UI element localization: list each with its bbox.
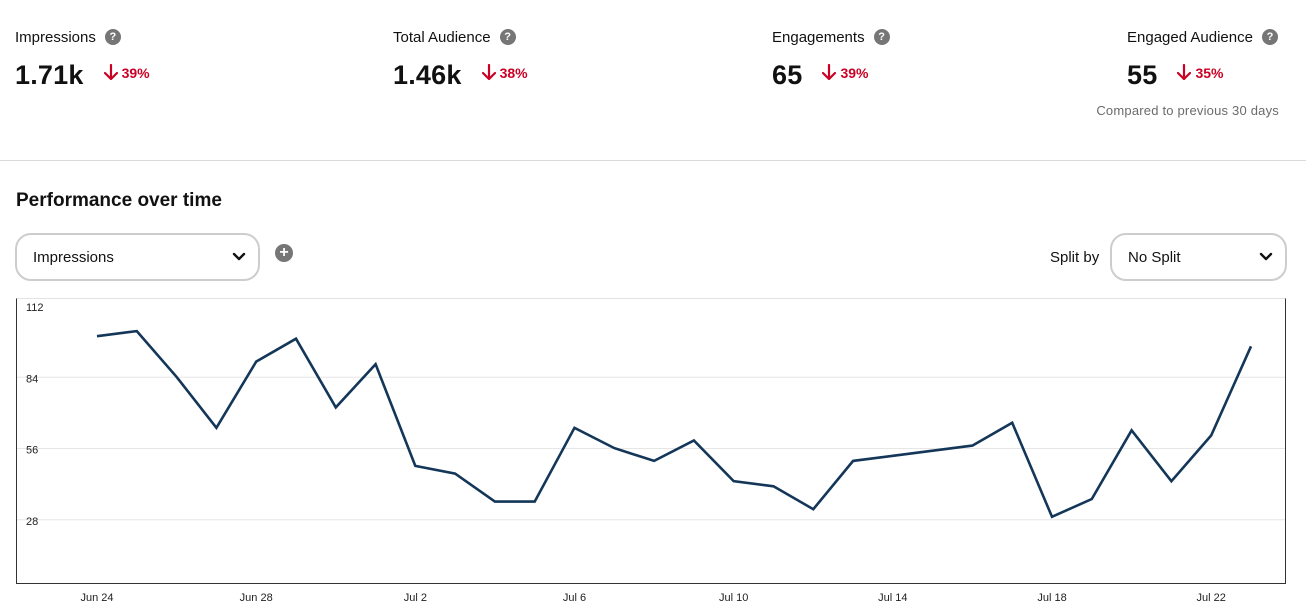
arrow-down-icon <box>822 64 837 81</box>
data-point[interactable] <box>809 505 817 513</box>
section-title: Performance over time <box>16 190 222 211</box>
data-point[interactable] <box>650 457 658 465</box>
arrow-down-icon <box>1177 64 1192 81</box>
data-point[interactable] <box>1128 426 1136 434</box>
metric-delta: 35% <box>1177 64 1223 81</box>
metric-delta-value: 35% <box>1195 64 1224 81</box>
metric-impressions: Impressions ? 1.71k 39% <box>15 26 150 91</box>
metric-label: Total Audience <box>393 28 491 46</box>
data-point[interactable] <box>1247 342 1255 350</box>
help-icon[interactable]: ? <box>499 29 516 45</box>
x-tick-label: Jun 24 <box>80 592 113 604</box>
arrow-down-icon <box>481 64 496 81</box>
data-point[interactable] <box>133 327 141 335</box>
data-point[interactable] <box>889 452 897 460</box>
metric-select[interactable]: Impressions <box>15 233 260 281</box>
data-point[interactable] <box>332 403 340 411</box>
y-tick-label: 112 <box>26 302 44 314</box>
x-tick-label: Jul 2 <box>404 592 427 604</box>
metric-label: Engaged Audience <box>1127 28 1253 46</box>
data-point[interactable] <box>769 482 777 490</box>
metric-total-audience: Total Audience ? 1.46k 38% <box>393 26 528 91</box>
metric-label: Impressions <box>15 28 96 46</box>
metric-engagements: Engagements ? 65 39% <box>772 26 890 91</box>
data-point[interactable] <box>451 470 459 478</box>
metric-delta: 38% <box>481 64 528 81</box>
data-point[interactable] <box>1207 431 1215 439</box>
data-point[interactable] <box>1008 419 1016 427</box>
compare-note: Compared to previous 30 days <box>1096 103 1279 118</box>
chevron-down-icon <box>232 252 246 261</box>
help-icon[interactable]: ? <box>873 29 890 45</box>
split-select-value: No Split <box>1128 248 1181 266</box>
data-point[interactable] <box>849 457 857 465</box>
metric-value: 55 <box>1127 60 1158 90</box>
metric-value: 65 <box>772 60 803 90</box>
data-point[interactable] <box>1167 477 1175 485</box>
data-point[interactable] <box>292 335 300 343</box>
data-point[interactable] <box>252 358 260 366</box>
data-point[interactable] <box>730 477 738 485</box>
x-tick-label: Jul 22 <box>1197 592 1226 604</box>
data-point[interactable] <box>1048 513 1056 521</box>
data-point[interactable] <box>212 424 220 432</box>
data-point[interactable] <box>531 498 539 506</box>
help-icon[interactable]: ? <box>104 29 121 45</box>
split-by-label: Split by <box>1050 249 1100 266</box>
x-tick-label: Jul 14 <box>878 592 907 604</box>
metric-delta: 39% <box>822 64 868 81</box>
data-point[interactable] <box>968 442 976 450</box>
metric-value: 1.71k <box>15 60 84 90</box>
metric-delta-value: 39% <box>840 64 869 81</box>
data-point[interactable] <box>372 360 380 368</box>
data-point[interactable] <box>610 444 618 452</box>
data-point[interactable] <box>411 462 419 470</box>
metric-value: 1.46k <box>393 60 462 90</box>
arrow-down-icon <box>103 64 118 81</box>
y-tick-label: 84 <box>26 373 38 385</box>
metric-delta-value: 38% <box>499 64 528 81</box>
x-tick-label: Jul 6 <box>563 592 586 604</box>
metric-delta: 39% <box>103 64 150 81</box>
chart-plot-area <box>16 298 1286 584</box>
data-point[interactable] <box>571 424 579 432</box>
y-tick-label: 56 <box>26 445 38 457</box>
split-select[interactable]: No Split <box>1110 233 1287 281</box>
data-point[interactable] <box>491 498 499 506</box>
data-point[interactable] <box>929 447 937 455</box>
add-metric-icon[interactable]: + <box>275 244 293 262</box>
impressions-series-line <box>96 329 1253 519</box>
metric-delta-value: 39% <box>121 64 150 81</box>
metric-select-value: Impressions <box>33 248 114 266</box>
help-icon[interactable]: ? <box>1261 29 1278 45</box>
x-tick-label: Jul 10 <box>719 592 748 604</box>
x-tick-label: Jun 28 <box>240 592 273 604</box>
x-tick-label: Jul 18 <box>1037 592 1066 604</box>
metric-label: Engagements <box>772 28 865 46</box>
section-divider <box>0 160 1306 161</box>
data-point[interactable] <box>173 373 181 381</box>
chevron-down-icon <box>1259 252 1273 261</box>
y-tick-label: 28 <box>26 516 38 528</box>
data-point[interactable] <box>93 332 101 340</box>
metric-engaged-audience: Engaged Audience ? 55 35% <box>1127 26 1278 91</box>
data-point[interactable] <box>690 437 698 445</box>
data-point[interactable] <box>1088 495 1096 503</box>
